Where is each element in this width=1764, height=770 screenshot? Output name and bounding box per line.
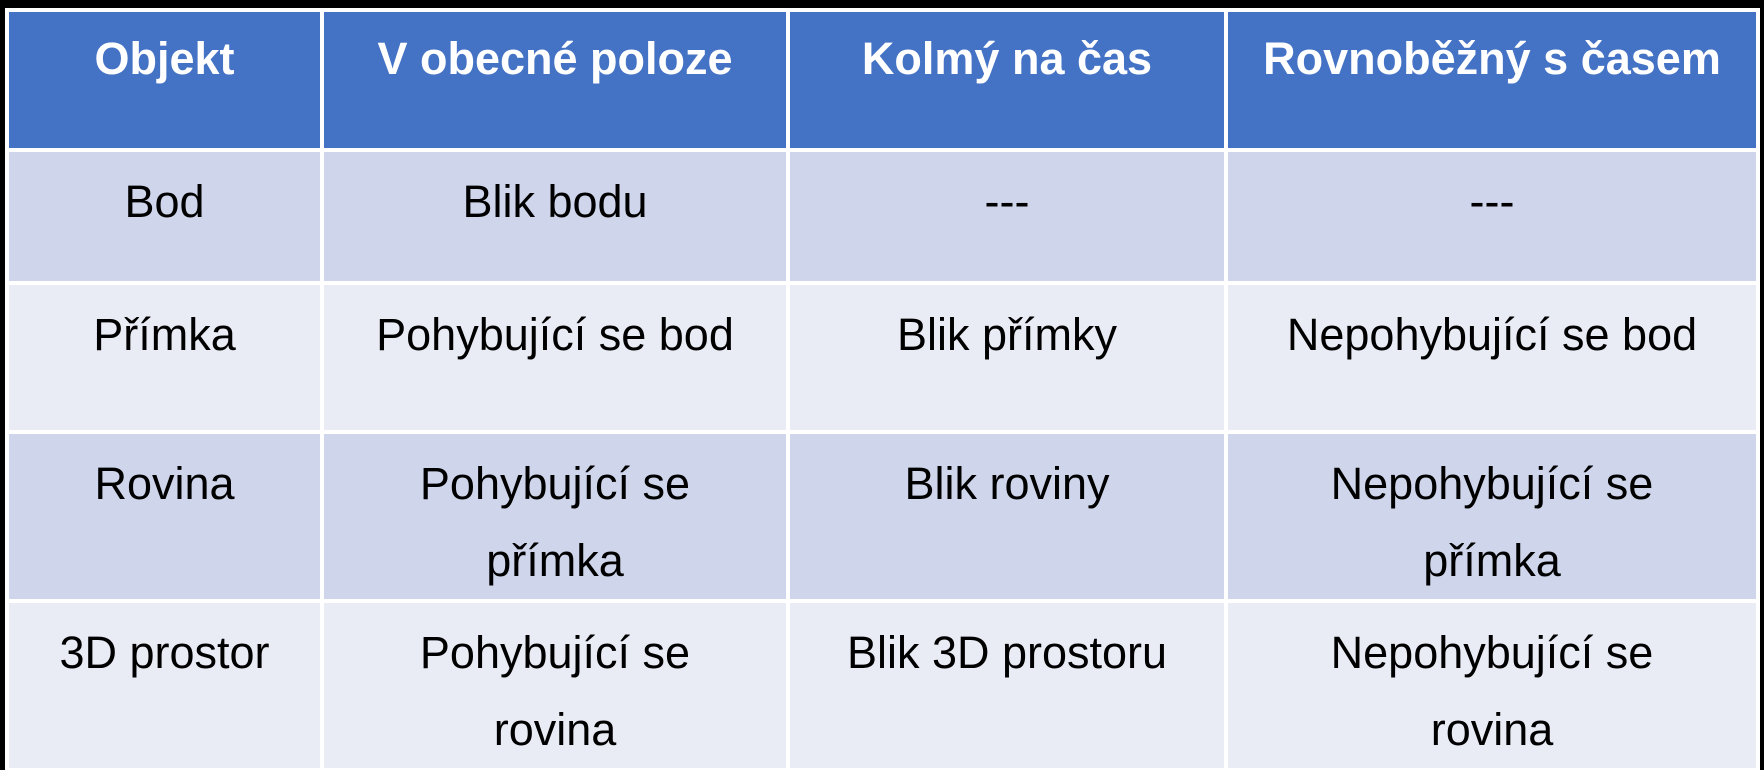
table-row-3: 3D prostor Pohybující se rovina Blik 3D pr…	[5, 599, 1760, 770]
table-cell-3-1: Pohybující se rovina	[320, 599, 790, 770]
table-cell-1-0: Přímka	[5, 281, 324, 434]
header-cell-0: Objekt	[5, 8, 324, 152]
table-cell-2-1: Pohybující se přímka	[320, 430, 790, 603]
table-body: Bod Blik bodu --- --- Přímka Pohybující se bo…	[5, 148, 1760, 770]
table-cell-2-0: Rovina	[5, 430, 324, 603]
header-cell-3: Rovnoběžný s časem	[1224, 8, 1760, 152]
table-cell-3-0: 3D prostor	[5, 599, 324, 770]
table-cell-2-2: Blik roviny	[786, 430, 1228, 603]
table-cell-0-1: Blik bodu	[320, 148, 790, 285]
table-row-2: Rovina Pohybující se přímka Blik roviny Nep…	[5, 430, 1760, 603]
table-row-0: Bod Blik bodu --- ---	[5, 148, 1760, 285]
table-cell-3-3: Nepohybující se rovina	[1224, 599, 1760, 770]
header-cell-2: Kolmý na čas	[786, 8, 1228, 152]
table-cell-1-3: Nepohybující se bod	[1224, 281, 1760, 434]
table-cell-0-2: ---	[786, 148, 1228, 285]
table-row-1: Přímka Pohybující se bod Blik přímky Nepohy…	[5, 281, 1760, 434]
header-row: Objekt V obecné poloze Kolmý na čas Rovnobě…	[5, 8, 1760, 152]
table-cell-1-1: Pohybující se bod	[320, 281, 790, 434]
table-cell-3-2: Blik 3D prostoru	[786, 599, 1228, 770]
table-cell-0-0: Bod	[5, 148, 324, 285]
table-cell-0-3: ---	[1224, 148, 1760, 285]
header-cell-1: V obecné poloze	[320, 8, 790, 152]
table-cell-2-3: Nepohybující se přímka	[1224, 430, 1760, 603]
spacetime-objects-table: Objekt V obecné poloze Kolmý na čas Rovnobě…	[5, 8, 1760, 770]
table-cell-1-2: Blik přímky	[786, 281, 1228, 434]
